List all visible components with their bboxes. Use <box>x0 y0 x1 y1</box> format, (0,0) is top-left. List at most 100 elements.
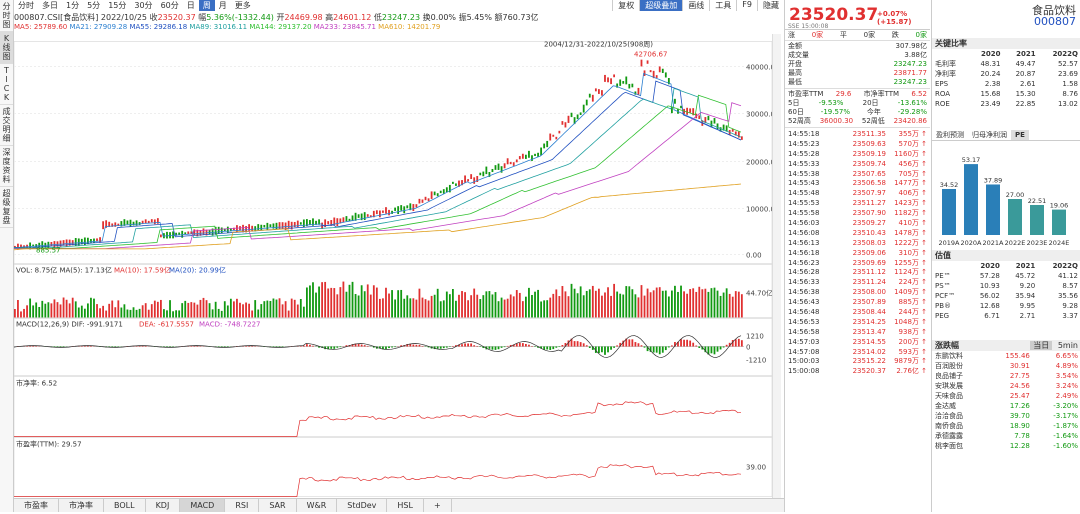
vol-bar <box>93 299 95 318</box>
macd-bar <box>686 340 688 347</box>
vol-bar <box>200 300 202 318</box>
indicator-tab-9[interactable]: HSL <box>387 499 424 512</box>
macd-bar <box>735 339 737 346</box>
tick-time: 14:55:48 <box>788 188 840 198</box>
tool-tab-3[interactable]: 工具 <box>709 0 736 11</box>
tick-volume: 1478万 ↑ <box>886 228 927 238</box>
macd-bar <box>653 347 655 353</box>
vol-bar <box>172 311 174 317</box>
rise-tab-5min[interactable]: 5min <box>1055 341 1080 350</box>
indicator-tab-3[interactable]: KDJ <box>146 499 181 512</box>
tool-tab-4[interactable]: F9 <box>736 0 757 11</box>
indicator-tab-2[interactable]: BOLL <box>104 499 146 512</box>
indicator-tab-0[interactable]: 市盈率 <box>14 499 59 512</box>
period-tab-2[interactable]: 1分 <box>62 0 83 11</box>
sidebar-item-3[interactable]: 成 交 明 细 <box>0 105 13 146</box>
period-tab-8[interactable]: 周 <box>199 0 215 11</box>
vol-bar <box>720 296 722 318</box>
indicator-tab-4[interactable]: MACD <box>180 499 225 512</box>
add-indicator-button[interactable]: + <box>424 499 452 512</box>
indicator-tab-7[interactable]: W&R <box>297 499 338 512</box>
macd-bar <box>562 345 564 346</box>
indicator-tab-8[interactable]: StdDev <box>337 499 387 512</box>
period-tab-7[interactable]: 日 <box>183 0 199 11</box>
candle <box>382 210 384 212</box>
sidebar-item-2[interactable]: T I C K <box>0 64 13 105</box>
candle <box>93 239 95 244</box>
flat-count: 0家 <box>864 30 875 40</box>
period-tab-5[interactable]: 30分 <box>130 0 156 11</box>
vol-bar <box>449 294 451 317</box>
period-tab-9[interactable]: 月 <box>215 0 231 11</box>
period-tab-1[interactable]: 多日 <box>38 0 62 11</box>
tick-volume: 1222万 ↑ <box>886 238 927 248</box>
vol-bar <box>279 298 281 317</box>
vol-bar <box>148 310 150 318</box>
ma-legend-item: MA144: 29137.20 <box>249 23 313 31</box>
macd-bar <box>476 346 478 347</box>
vol-bar <box>428 301 430 318</box>
stock-change: -1.64% <box>1033 431 1080 441</box>
vol-bar <box>145 303 147 317</box>
tool-tab-0[interactable]: 复权 <box>612 0 639 11</box>
stat-cell: -13.61% <box>898 99 927 108</box>
tool-tab-5[interactable]: 隐藏 <box>757 0 784 11</box>
quote-key: 最低 <box>788 78 802 87</box>
profit-tab-2[interactable]: PE <box>1011 130 1029 140</box>
candle <box>604 75 606 82</box>
vol-bar <box>531 295 533 318</box>
sidebar-item-1[interactable]: K 线 图 <box>0 32 13 64</box>
stat-cell: 市净率TTM <box>864 90 899 99</box>
indicator-tab-5[interactable]: RSI <box>225 499 259 512</box>
period-tab-3[interactable]: 5分 <box>83 0 104 11</box>
candle <box>552 135 554 137</box>
tool-tab-1[interactable]: 超级叠加 <box>639 0 682 11</box>
vol-bar <box>677 292 679 318</box>
pe-bar-value: 53.17 <box>962 156 981 164</box>
period-tab-10[interactable]: 更多 <box>231 0 255 11</box>
tick-volume: 410万 ↑ <box>886 218 927 228</box>
candle <box>364 212 366 220</box>
indicator-tab-1[interactable]: 市净率 <box>59 499 104 512</box>
vol-bar <box>464 292 466 317</box>
stock-change: 3.54% <box>1033 371 1080 381</box>
vertical-scrollbar[interactable] <box>772 34 781 499</box>
period-tab-6[interactable]: 60分 <box>157 0 183 11</box>
tool-tab-2[interactable]: 画线 <box>682 0 709 11</box>
vol-bar <box>595 291 597 318</box>
valuation-title: 估值 <box>932 250 1080 261</box>
sidebar-item-4[interactable]: 深 度 资 料 <box>0 146 13 187</box>
last-price: 23520.37 <box>789 5 878 25</box>
price-chart[interactable]: 40000.0030000.0020000.0010000.000.002004… <box>14 34 772 514</box>
rise-tab-today[interactable]: 当日 <box>1030 341 1052 350</box>
cell: 6.71 <box>968 311 1003 321</box>
macd-bar <box>698 347 700 348</box>
vol-bar <box>580 286 582 317</box>
period-tab-4[interactable]: 15分 <box>104 0 130 11</box>
indicator-tab-6[interactable]: SAR <box>259 499 296 512</box>
stat-cell: 5日 <box>788 99 799 108</box>
sidebar-item-5[interactable]: 超 级 复 盘 <box>0 187 13 228</box>
tick-volume: 2.76亿 ↑ <box>886 366 927 376</box>
macd-bar <box>306 344 308 346</box>
vol-bar <box>409 298 411 317</box>
stock-change: -3.17% <box>1033 411 1080 421</box>
period-tab-0[interactable]: 分时 <box>14 0 38 11</box>
profit-tab-0[interactable]: 盈利预测 <box>932 130 968 140</box>
sidebar-item-0[interactable]: 分 时 图 <box>0 0 13 32</box>
profit-tab-1[interactable]: 归母净利润 <box>968 130 1011 140</box>
